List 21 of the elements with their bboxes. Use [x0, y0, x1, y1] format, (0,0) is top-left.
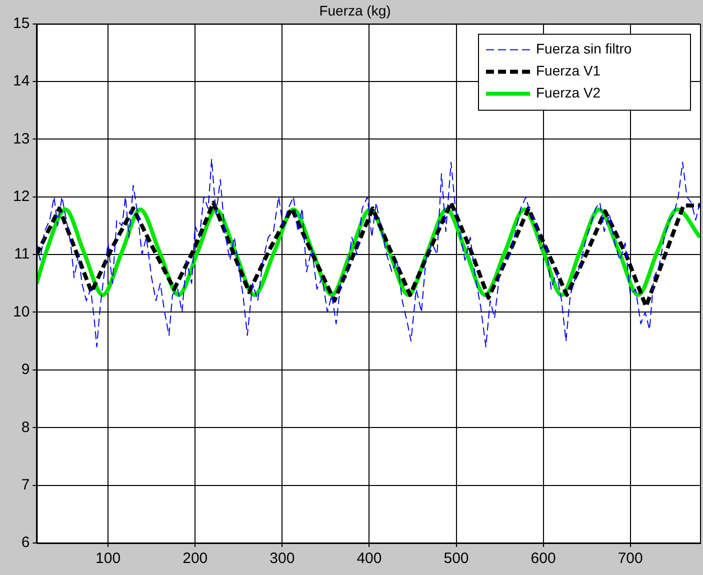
y-tick-label: 9	[21, 361, 30, 378]
y-tick-label: 10	[12, 303, 30, 320]
x-tick-label: 300	[270, 550, 295, 568]
x-tick-label: 600	[530, 550, 556, 568]
legend-label: Fuerza sin filtro	[536, 40, 632, 57]
x-tick-label: 200	[182, 550, 208, 568]
y-tick-label: 11	[14, 246, 30, 263]
y-tick-label: 12	[12, 188, 30, 206]
y-tick-label: 14	[12, 72, 30, 90]
x-tick-label: 700	[618, 550, 643, 568]
x-tick-label: 400	[356, 550, 382, 568]
y-tick-label: 13	[12, 130, 30, 148]
y-tick-label: 7	[21, 476, 30, 494]
chart-title: Fuerza (kg)	[319, 2, 391, 18]
legend-label: Fuerza V1	[536, 62, 601, 79]
legend-label: Fuerza V2	[536, 84, 601, 101]
y-tick-label: 6	[21, 534, 30, 552]
y-tick-label: 8	[21, 418, 30, 436]
y-tick-label: 15	[12, 14, 30, 32]
x-tick-label: 100	[96, 550, 121, 568]
x-tick-label: 500	[444, 550, 469, 568]
